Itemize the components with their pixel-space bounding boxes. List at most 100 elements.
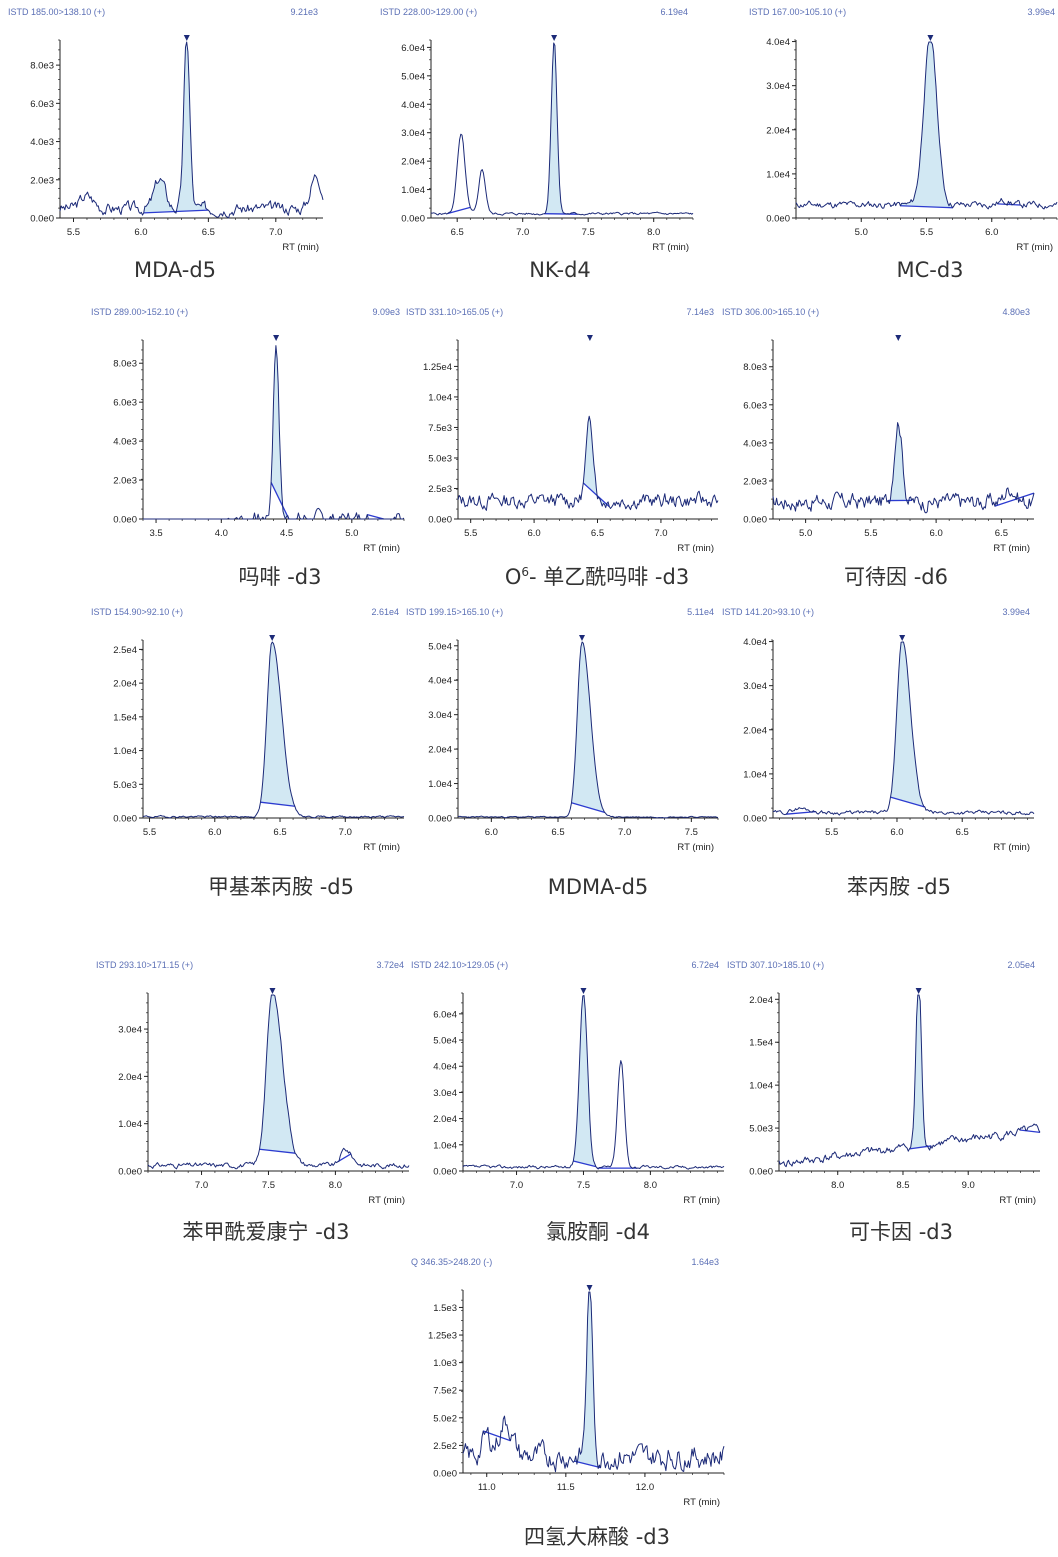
peak-apex-marker <box>273 335 280 341</box>
x-tick-label: 5.5 <box>864 528 877 539</box>
x-tick-label: 6.0 <box>890 827 903 838</box>
panel-header-right: 1.64e3 <box>691 1257 719 1267</box>
y-tick-label: 2.0e3 <box>30 175 54 186</box>
x-axis-label: RT (min) <box>677 842 714 853</box>
x-tick-label: 11.0 <box>478 1482 496 1493</box>
y-tick-label: 0.0e0 <box>113 814 137 825</box>
chromatogram-trace <box>772 641 1035 816</box>
integration-area <box>544 42 578 215</box>
secondary-baseline <box>482 1430 511 1442</box>
x-tick-label: 6.5 <box>273 827 286 838</box>
peak-apex-marker <box>895 335 902 341</box>
panel-header-right: 2.61e4 <box>371 607 399 617</box>
x-tick-label: 6.0 <box>208 827 221 838</box>
chromatogram-trace <box>457 415 719 511</box>
x-tick-label: 8.0 <box>329 1180 342 1191</box>
peak-apex-marker <box>586 335 593 341</box>
chromatogram-panel: ISTD 154.90>92.10 (+) 2.61e4 0.0e0 5.0e3 1.0… <box>91 607 405 899</box>
y-tick-label: 2.5e3 <box>428 484 452 495</box>
panel-header-left: ISTD 199.15>165.10 (+) <box>406 607 503 617</box>
panel-header-right: 3.99e4 <box>1027 7 1055 17</box>
x-tick-label: 6.0 <box>985 227 998 238</box>
panel-header-left: ISTD 154.90>92.10 (+) <box>91 607 183 617</box>
y-tick-label: 2.0e4 <box>743 725 767 736</box>
y-tick-label: 1.0e4 <box>428 392 452 403</box>
y-tick-label: 5.0e4 <box>401 71 425 82</box>
x-tick-label: 3.5 <box>149 528 162 539</box>
y-tick-label: 1.0e4 <box>401 185 425 196</box>
x-tick-label: 4.5 <box>280 528 293 539</box>
panel-header-left: ISTD 307.10>185.10 (+) <box>727 960 824 970</box>
panel-header-right: 2.05e4 <box>1007 960 1035 970</box>
chromatogram-trace <box>462 1291 725 1473</box>
chromatogram-trace <box>795 41 1058 210</box>
integration-area <box>574 1292 601 1469</box>
peak-apex-marker <box>899 635 906 641</box>
x-tick-label: 6.5 <box>451 227 464 238</box>
x-tick-label: 5.0 <box>799 528 812 539</box>
y-tick-label: 0.0e0 <box>749 1167 773 1178</box>
chromatogram-trace <box>59 41 324 219</box>
y-tick-label: 6.0e4 <box>433 1009 457 1020</box>
panel-header-left: ISTD 306.00>165.10 (+) <box>722 307 819 317</box>
x-tick-label: 5.0 <box>345 528 358 539</box>
y-tick-label: 1.0e4 <box>113 746 137 757</box>
x-axis-label: RT (min) <box>683 1195 720 1206</box>
chromatogram-panel: ISTD 306.00>165.10 (+) 4.80e3 0.0e0 2.0e3 4.… <box>722 307 1035 589</box>
x-tick-label: 5.5 <box>825 827 838 838</box>
y-tick-label: 2.0e3 <box>743 476 767 487</box>
y-tick-label: 0.0e0 <box>30 214 54 225</box>
x-tick-label: 8.0 <box>647 227 660 238</box>
panel-header-right: 4.80e3 <box>1002 307 1030 317</box>
y-tick-label: 2.0e4 <box>118 1072 142 1083</box>
panel-header-left: ISTD 331.10>165.05 (+) <box>406 307 503 317</box>
compound-caption: MDA-d5 <box>134 258 216 282</box>
y-tick-label: 0.0e0 <box>428 515 452 526</box>
x-axis-label: RT (min) <box>282 242 319 253</box>
y-tick-label: 1.5e3 <box>433 1303 457 1314</box>
compound-caption: 氯胺酮 -d4 <box>546 1220 650 1244</box>
x-tick-label: 11.5 <box>557 1482 575 1493</box>
y-tick-label: 0.0e0 <box>118 1167 142 1178</box>
integration-baseline <box>900 205 953 209</box>
x-tick-label: 6.5 <box>551 827 564 838</box>
integration-area <box>890 642 925 808</box>
integration-area <box>573 995 596 1167</box>
y-tick-label: 3.0e4 <box>401 128 425 139</box>
x-tick-label: 8.5 <box>896 1180 909 1191</box>
y-tick-label: 2.5e2 <box>433 1441 457 1452</box>
x-tick-label: 7.0 <box>618 827 631 838</box>
y-tick-label: 0.0e0 <box>743 515 767 526</box>
integration-area <box>583 416 610 508</box>
chromatogram-panel: ISTD 141.20>93.10 (+) 3.99e4 0.0e0 1.0e4 2.0… <box>722 607 1035 899</box>
chromatogram-trace <box>430 42 694 216</box>
compound-caption: 苯丙胺 -d5 <box>847 875 951 899</box>
x-tick-label: 12.0 <box>636 1482 655 1493</box>
compound-caption: MC-d3 <box>896 258 963 282</box>
x-tick-label: 5.5 <box>143 827 156 838</box>
x-axis-label: RT (min) <box>999 1195 1036 1206</box>
integration-baseline <box>582 482 610 508</box>
integration-area <box>571 642 605 813</box>
chromatogram-panel: ISTD 289.00>152.10 (+) 9.09e3 0.0e0 2.0e3 4.… <box>91 307 405 589</box>
secondary-baseline <box>337 1153 352 1163</box>
panel-header-right: 7.14e3 <box>686 307 714 317</box>
y-tick-label: 2.0e4 <box>766 125 790 136</box>
panel-header-right: 5.11e4 <box>687 607 714 617</box>
x-tick-label: 7.0 <box>339 827 352 838</box>
secondary-baseline <box>367 514 384 520</box>
y-tick-label: 6.0e3 <box>30 99 54 110</box>
x-tick-label: 7.5 <box>582 227 595 238</box>
panel-header-right: 3.99e4 <box>1002 607 1030 617</box>
panel-header-left: Q 346.35>248.20 (-) <box>411 1257 492 1267</box>
x-tick-label: 6.0 <box>527 528 540 539</box>
y-tick-label: 6.0e3 <box>113 398 137 409</box>
peak-apex-marker <box>269 635 276 641</box>
panel-header-right: 9.09e3 <box>372 307 400 317</box>
y-tick-label: 2.0e4 <box>433 1114 457 1125</box>
y-tick-label: 5.0e3 <box>113 780 137 791</box>
x-axis-label: RT (min) <box>677 543 714 554</box>
peak-apex-marker <box>579 635 585 641</box>
y-tick-label: 6.0e4 <box>401 43 425 54</box>
chromatogram-panel: Q 346.35>248.20 (-) 1.64e3 0.0e0 2.5e2 5.0e2… <box>411 1257 725 1549</box>
